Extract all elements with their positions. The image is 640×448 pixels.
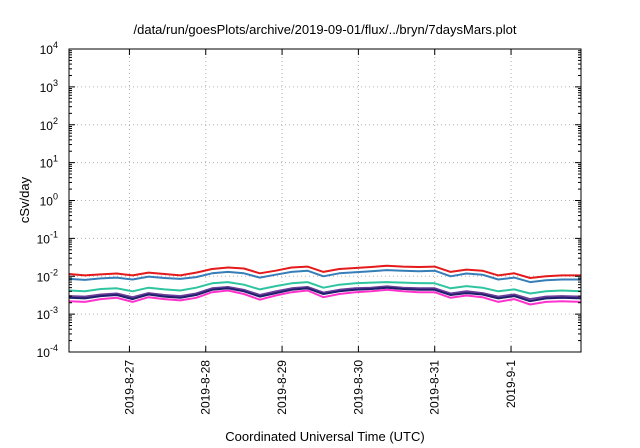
y-tick-label: 103 [40, 78, 58, 95]
y-tick-label: 102 [40, 116, 58, 133]
y-tick-label: 10-4 [37, 343, 58, 360]
x-axis-label: Coordinated Universal Time (UTC) [225, 429, 424, 444]
x-tick-label: 2019-8-30 [351, 360, 365, 415]
series-line-4 [68, 285, 582, 301]
x-tick-label: 2019-8-31 [428, 360, 442, 415]
series-line-6 [68, 288, 582, 306]
y-tick-label: 10-2 [37, 267, 58, 284]
series-line-3 [68, 281, 582, 295]
y-tick-label: 101 [40, 154, 58, 171]
series-line-1 [68, 264, 581, 279]
x-tick-label: 2019-9-1 [504, 360, 518, 408]
chart-title: /data/run/goesPlots/archive/2019-09-01/f… [134, 22, 517, 37]
x-tick-label: 2019-8-28 [199, 360, 213, 415]
y-tick-label: 100 [40, 192, 58, 209]
y-tick-label: 10-1 [37, 229, 58, 246]
y-tick-label: 10-3 [37, 305, 58, 322]
series-lines [68, 264, 582, 306]
series-line-2 [68, 269, 581, 284]
axis-ticks: 10-4 10-3 10-2 10-1 100 101 102 103 104 2019-8-27… [37, 40, 581, 415]
y-axis-label: cSv/day [17, 176, 32, 223]
grid-lines [69, 49, 581, 352]
x-tick-label: 2019-8-27 [122, 360, 136, 415]
y-tick-label: 104 [40, 40, 58, 57]
series-line-5 [68, 286, 582, 303]
x-tick-label: 2019-8-29 [275, 360, 289, 415]
